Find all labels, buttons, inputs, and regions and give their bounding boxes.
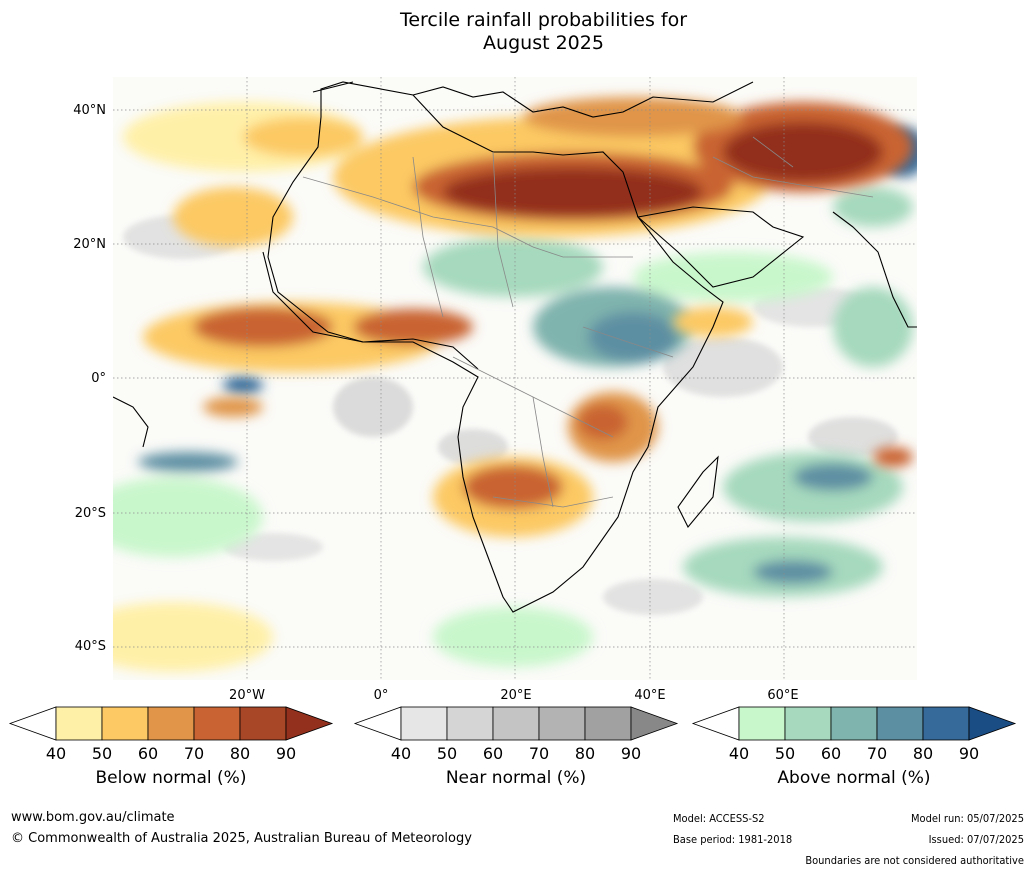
colorbar-tick-label: 40 — [46, 744, 66, 763]
colorbar-tick-label: 90 — [959, 744, 979, 763]
legend-title-near-normal: Near normal (%) — [445, 768, 587, 788]
colorbar-segment — [239, 706, 287, 741]
lon-label-20w: 20°W — [229, 688, 265, 703]
colorbar-left-arrow — [353, 706, 402, 741]
colorbar-segment — [738, 706, 786, 741]
boundaries-disclaimer: Boundaries are not considered authoritat… — [805, 854, 1024, 867]
colorbar-segment — [193, 706, 241, 741]
colorbar-tick-label: 50 — [92, 744, 112, 763]
europe-coastline — [312, 81, 754, 118]
legend-near-normal: 40 50 60 70 80 90 — [353, 705, 679, 765]
legend-title-above-normal: Above normal (%) — [777, 768, 931, 788]
africa-coastline — [267, 81, 724, 613]
colorbar-segment — [55, 706, 103, 741]
colorbar-segment — [538, 706, 586, 741]
colorbar-segment — [584, 706, 632, 741]
south-america-coast — [113, 396, 149, 448]
lon-label-20e: 20°E — [500, 688, 532, 703]
title-line-1: Tercile rainfall probabilities for — [399, 9, 688, 31]
copyright-text: © Commonwealth of Australia 2025, Austra… — [11, 831, 472, 846]
lon-label-40e: 40°E — [634, 688, 666, 703]
colorbar-tick-label: 60 — [138, 744, 158, 763]
lat-label-equator: 0° — [91, 371, 106, 386]
colorbar-segment — [400, 706, 448, 741]
base-period: Base period: 1981-2018 — [673, 833, 793, 846]
lat-label-40s: 40°S — [74, 639, 106, 654]
gulf-guinea-coast — [262, 251, 479, 370]
madagascar-coastline — [677, 455, 719, 528]
colorbar-segment — [922, 706, 970, 741]
colorbar-near-normal: 40 50 60 70 80 90 — [353, 706, 679, 763]
map-canvas — [113, 77, 917, 680]
colorbar-right-arrow — [285, 706, 334, 741]
lat-label-40n: 40°N — [73, 103, 106, 118]
title-line-2: August 2025 — [483, 32, 604, 54]
colorbar-tick-label: 60 — [821, 744, 841, 763]
colorbar-tick-label: 80 — [230, 744, 250, 763]
colorbar-tick-label: 40 — [729, 744, 749, 763]
colorbar-tick-label: 80 — [575, 744, 595, 763]
colorbar-tick-label: 70 — [529, 744, 549, 763]
colorbar-tick-label: 70 — [867, 744, 887, 763]
colorbar-tick-label: 80 — [913, 744, 933, 763]
country-borders — [302, 136, 874, 508]
colorbar-left-arrow — [8, 706, 57, 741]
colorbar-tick-label: 90 — [276, 744, 296, 763]
lat-label-20n: 20°N — [73, 237, 106, 252]
probability-map — [113, 77, 917, 680]
colorbar-tick-label: 40 — [391, 744, 411, 763]
website-link[interactable]: www.bom.gov.au/climate — [11, 810, 175, 825]
map-title: Tercile rainfall probabilities for Augus… — [0, 9, 1035, 55]
legend-title-below-normal: Below normal (%) — [95, 768, 247, 788]
lat-label-20s: 20°S — [74, 506, 106, 521]
colorbar-segment — [492, 706, 540, 741]
india-coastline — [832, 211, 917, 328]
colorbar-above-normal: 40 50 60 70 80 90 — [691, 706, 1017, 763]
colorbar-tick-label: 50 — [437, 744, 457, 763]
colorbar-right-arrow — [630, 706, 679, 741]
colorbar-tick-label: 70 — [184, 744, 204, 763]
colorbar-segment — [830, 706, 878, 741]
lon-label-60e: 60°E — [767, 688, 799, 703]
colorbar-tick-label: 60 — [483, 744, 503, 763]
colorbar-segment — [101, 706, 149, 741]
colorbar-segment — [446, 706, 494, 741]
colorbar-tick-label: 50 — [775, 744, 795, 763]
model-run-date: Model run: 05/07/2025 — [911, 812, 1024, 825]
colorbar-segment — [876, 706, 924, 741]
model-name: Model: ACCESS-S2 — [673, 812, 765, 825]
colorbar-segment — [784, 706, 832, 741]
arabian-coastline — [636, 206, 805, 288]
legend-above-normal: 40 50 60 70 80 90 — [691, 705, 1017, 765]
colorbar-left-arrow — [691, 706, 740, 741]
colorbar-right-arrow — [968, 706, 1017, 741]
colorbar-segment — [147, 706, 195, 741]
issued-date: Issued: 07/07/2025 — [928, 833, 1024, 846]
colorbar-below-normal: 40 50 60 70 80 90 — [8, 706, 334, 763]
lon-label-0: 0° — [373, 688, 389, 703]
legend-below-normal: 40 50 60 70 80 90 — [8, 705, 334, 765]
colorbar-tick-label: 90 — [621, 744, 641, 763]
graticule — [113, 77, 917, 680]
below-normal-patches — [113, 97, 913, 672]
coastlines — [113, 81, 917, 613]
